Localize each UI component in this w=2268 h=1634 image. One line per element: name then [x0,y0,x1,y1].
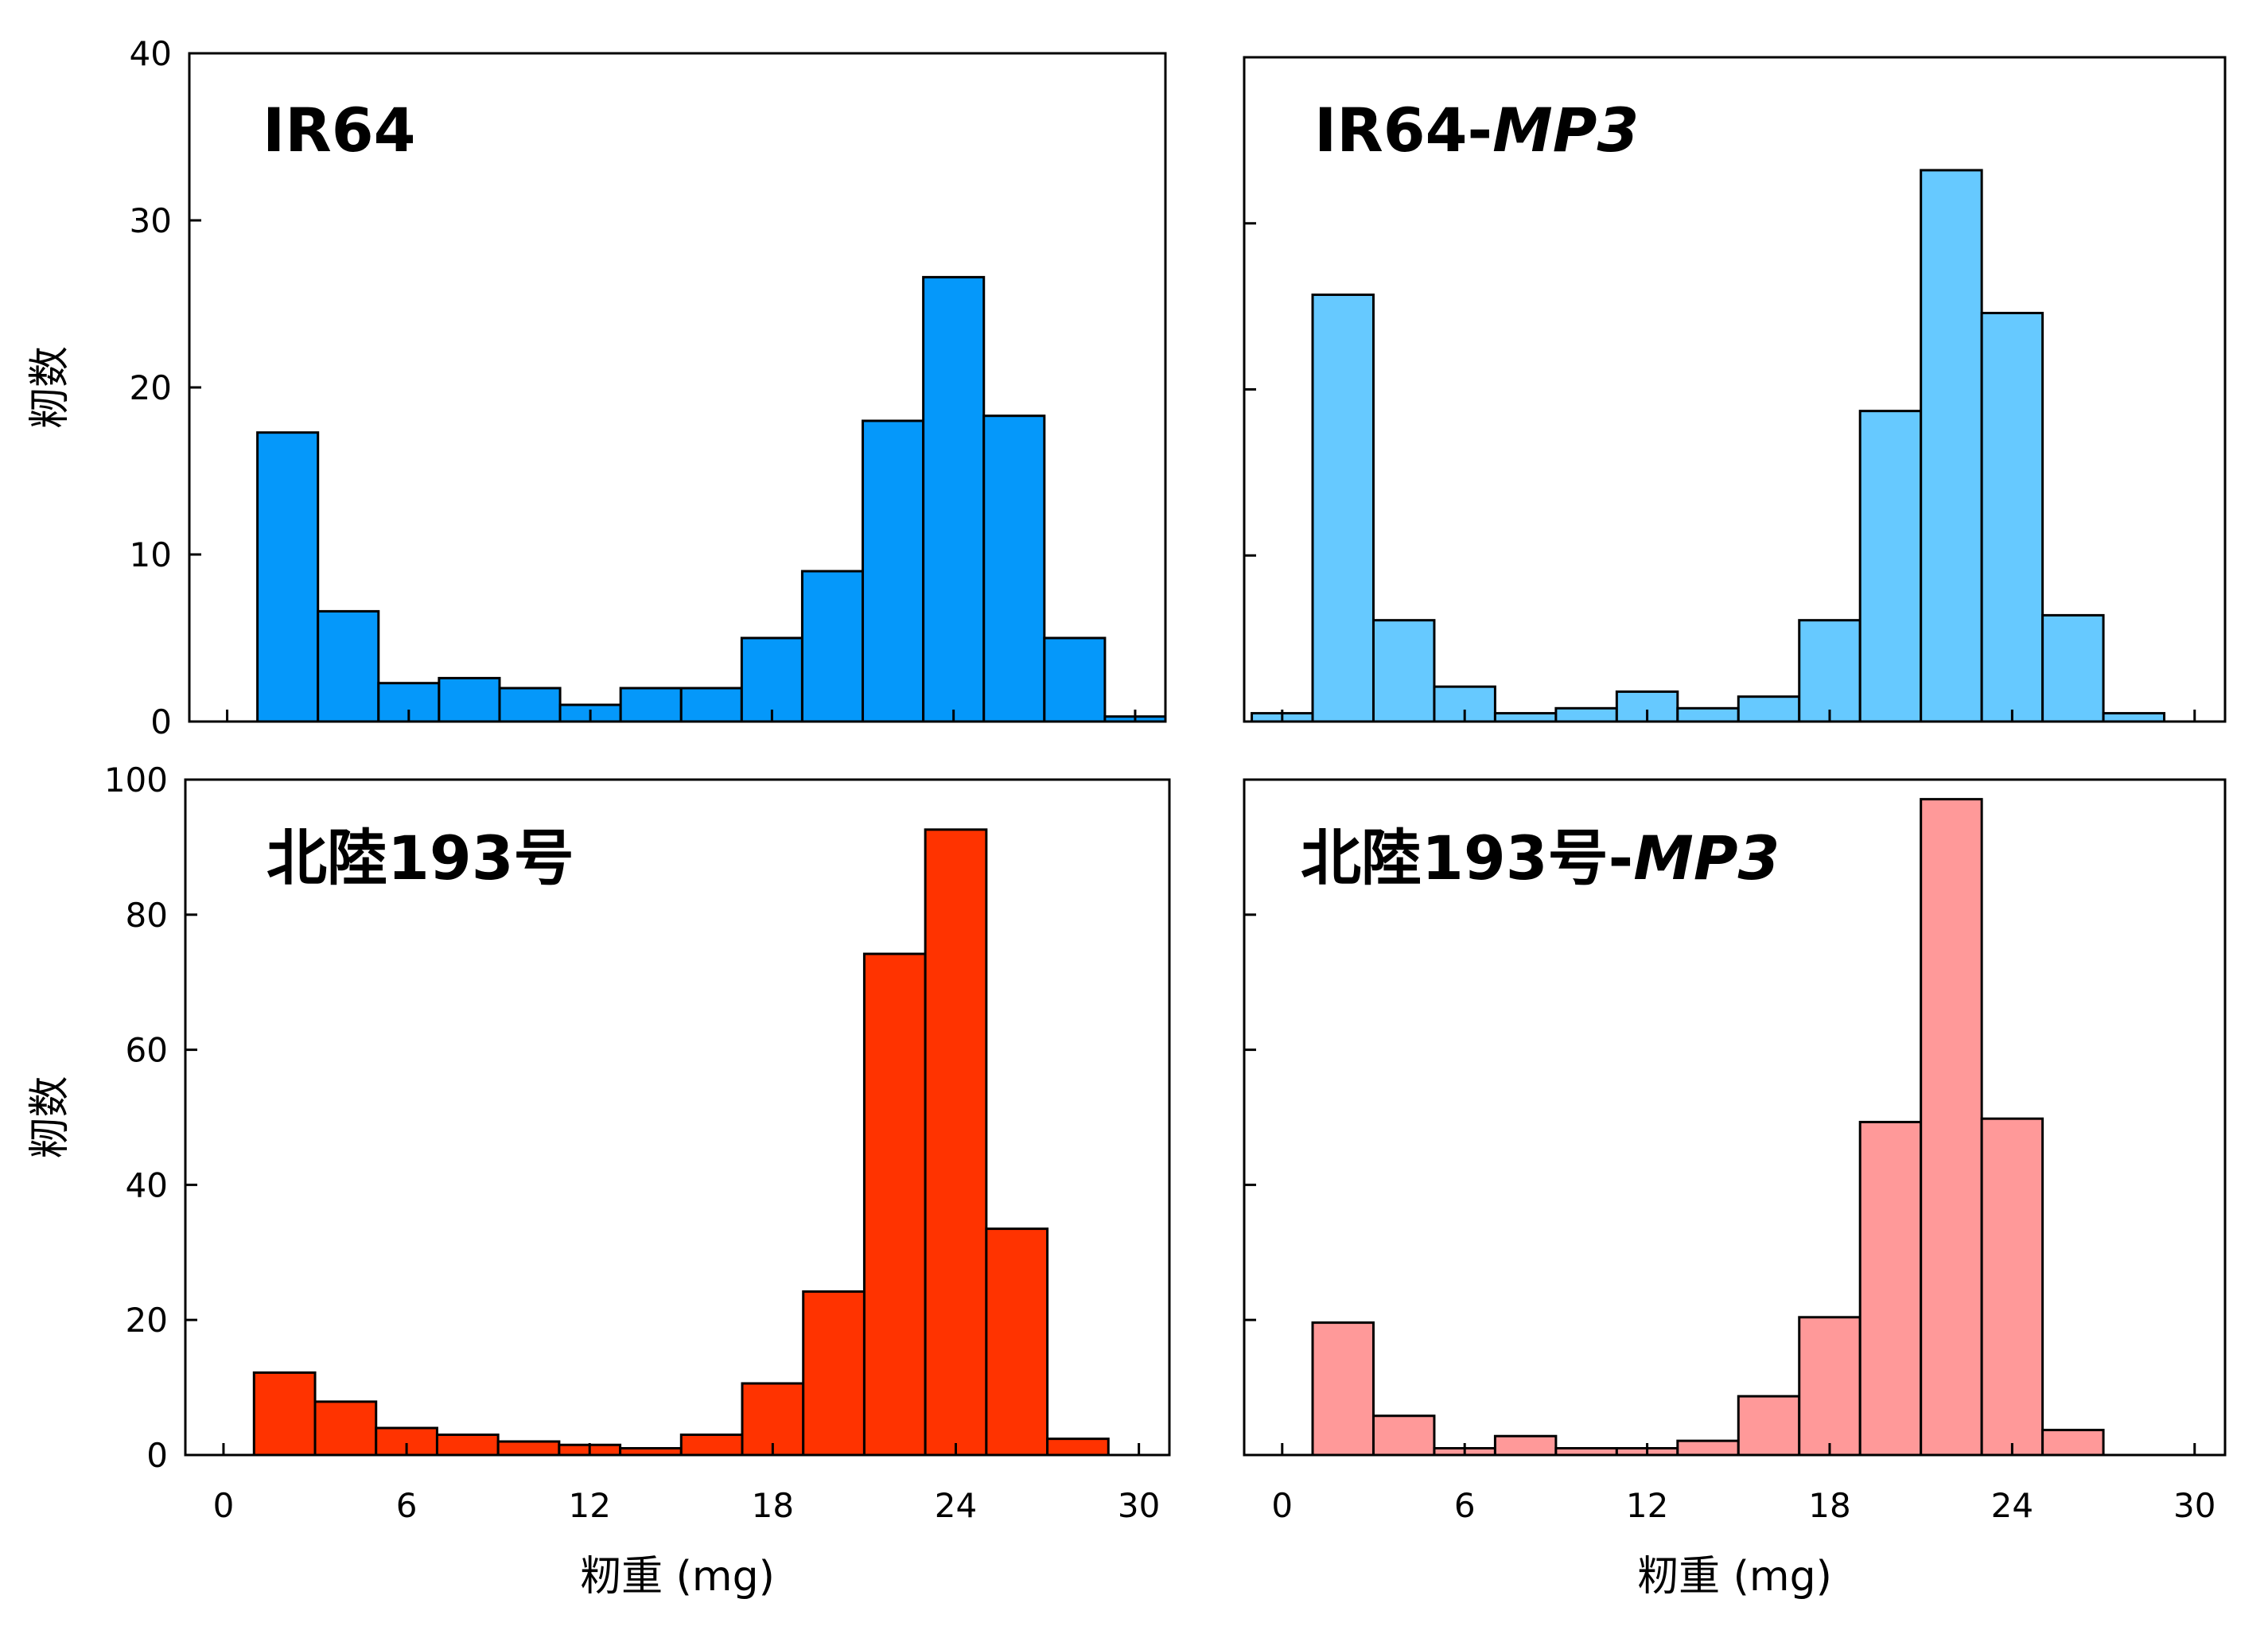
bar-2-10 [862,952,927,1457]
bar-3-12 [2041,1429,2105,1457]
y-tick-label: 100 [104,761,168,799]
x-tick-label: 6 [1454,1486,1476,1525]
bar-0-0 [256,431,320,723]
bar-3-8 [1798,1316,1861,1457]
bar-3-1 [1371,1414,1436,1457]
panel-ir64: 0 10 20 30 40 籾数 IR64 [26,34,1167,741]
x-tick-label: 12 [568,1486,610,1525]
x-tick-label: 24 [935,1486,977,1525]
bar-1-9 [1798,619,1861,723]
x-tick-label: 12 [1626,1486,1668,1525]
bar-1-8 [1737,695,1801,723]
y-tick-label: 10 [130,535,172,574]
bar-1-13 [2041,613,2105,723]
x-tick-label: 6 [396,1486,418,1525]
bar-2-9 [802,1290,866,1457]
bar-0-7 [679,687,743,723]
bar-2-1 [313,1400,378,1457]
y-tick-label: 20 [126,1301,168,1340]
bar-1-7 [1676,706,1740,723]
panel-ir64-mp3: IR64-MP3 [1243,56,2227,723]
y-tick-label: 80 [126,896,168,935]
x-tick-label: 0 [213,1486,235,1525]
bar-1-1 [1311,294,1375,723]
bar-2-0 [252,1371,317,1457]
bar-2-7 [679,1434,744,1457]
bar-2-4 [496,1440,561,1457]
panel-title-italic: MP3 [1492,95,1639,165]
bar-0-9 [800,570,865,723]
bar-1-12 [1980,311,2044,723]
x-axis-title: 籾重 (mg) [1637,1553,1832,1601]
bar-3-7 [1737,1395,1801,1457]
panel-hokuriku193-mp3: 0 6 12 18 24 30 籾重 (mg) 北陸193号-MP3 [1243,778,2227,1601]
y-axis-title: 籾数 [26,346,74,429]
bar-1-5 [1554,706,1618,723]
bar-3-9 [1858,1120,1923,1457]
bar-0-1 [317,609,380,723]
panel-title-main: IR64 [263,95,416,165]
bar-0-8 [740,636,803,723]
panel-title: 北陸193号 [266,823,574,893]
bar-1-2 [1371,619,1436,723]
bar-0-4 [498,687,562,723]
bar-2-3 [435,1434,500,1457]
bar-1-11 [1920,169,1983,723]
bar-1-14 [2102,712,2166,723]
x-tick-label: 30 [2173,1486,2215,1525]
panel-title-main: 北陸193号 [266,823,574,893]
plot-frame [184,778,1171,1457]
plot-frame [1243,778,2227,1457]
panel-title-main: IR64- [1314,95,1492,165]
bar-3-6 [1676,1439,1740,1457]
bar-0-6 [619,687,683,723]
bar-1-4 [1493,712,1558,723]
x-tick-label: 30 [1118,1486,1160,1525]
panel-hokuriku193: 0 20 40 60 80 100 0 6 12 18 24 30 籾重 (mg) 籾数 北陸193号 [26,761,1171,1601]
y-tick-label: 40 [126,1165,168,1204]
panel-title: IR64-MP3 [1314,95,1639,165]
x-tick-label: 18 [1808,1486,1850,1525]
x-tick-label: 0 [1271,1486,1293,1525]
bar-2-12 [985,1227,1049,1457]
x-axis-title: 籾重 (mg) [580,1553,775,1601]
bar-0-3 [438,676,501,723]
panel-title-main: 北陸193号- [1301,823,1633,893]
bar-0-10 [862,419,925,723]
y-tick-label: 40 [130,34,172,73]
bar-1-10 [1858,410,1923,723]
bar-3-11 [1980,1117,2044,1457]
x-tick-label: 24 [1991,1486,2033,1525]
bar-3-3 [1493,1434,1558,1457]
panel-title: 北陸193号-MP3 [1301,823,1780,893]
panel-title: IR64 [263,95,416,165]
y-tick-label: 30 [130,201,172,240]
y-tick-label: 0 [146,1436,168,1475]
y-tick-label: 60 [126,1031,168,1070]
y-axis-title: 籾数 [26,1076,74,1158]
x-tick-label: 18 [752,1486,794,1525]
y-tick-label: 0 [150,702,172,741]
bar-2-11 [924,828,988,1457]
panel-title-italic: MP3 [1633,823,1780,893]
y-tick-label: 20 [130,368,172,407]
bar-0-12 [982,414,1046,723]
bar-3-10 [1920,798,1983,1457]
bar-0-11 [922,275,986,723]
bar-0-13 [1043,636,1107,723]
bar-2-13 [1046,1438,1110,1457]
bar-3-0 [1311,1321,1375,1457]
